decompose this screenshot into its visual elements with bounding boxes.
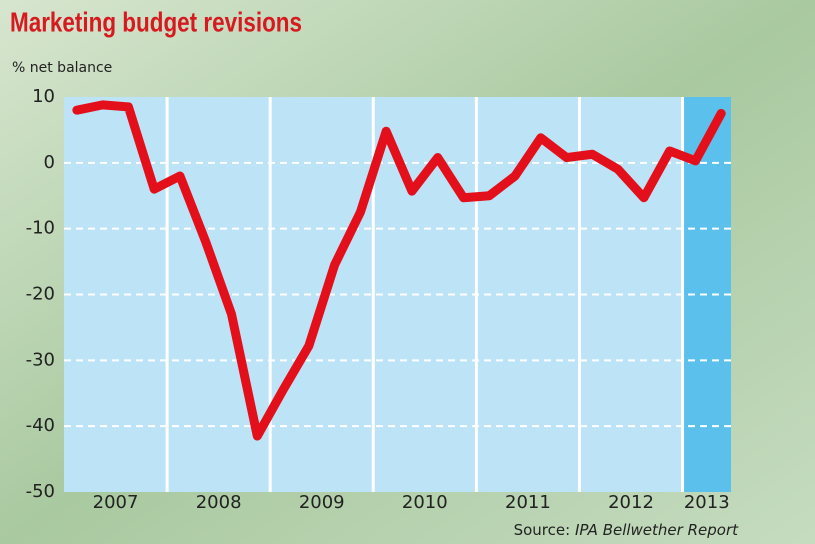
source-name: IPA Bellwether Report [575, 521, 739, 539]
source: Source: IPA Bellwether Report [514, 521, 740, 539]
y-tick-label: -20 [26, 284, 55, 305]
x-tick-label: 2013 [684, 492, 730, 513]
y-axis-label: % net balance [12, 60, 112, 76]
y-tick-label: -30 [26, 349, 55, 370]
x-tick-label: 2007 [93, 492, 139, 513]
chart-title: Marketing budget revisions [10, 6, 302, 37]
x-tick-label: 2012 [608, 492, 654, 513]
x-tick-label: 2008 [196, 492, 242, 513]
y-tick-label: 10 [32, 86, 55, 107]
y-tick-label: 0 [44, 152, 55, 173]
y-tick-label: -40 [26, 415, 55, 436]
y-tick-label: -50 [26, 481, 55, 502]
x-tick-label: 2011 [505, 492, 551, 513]
y-tick-label: -10 [26, 218, 55, 239]
x-tick-label: 2010 [402, 492, 448, 513]
x-tick-label: 2009 [299, 492, 345, 513]
line [72, 100, 726, 441]
source-prefix: Source: [514, 521, 575, 539]
